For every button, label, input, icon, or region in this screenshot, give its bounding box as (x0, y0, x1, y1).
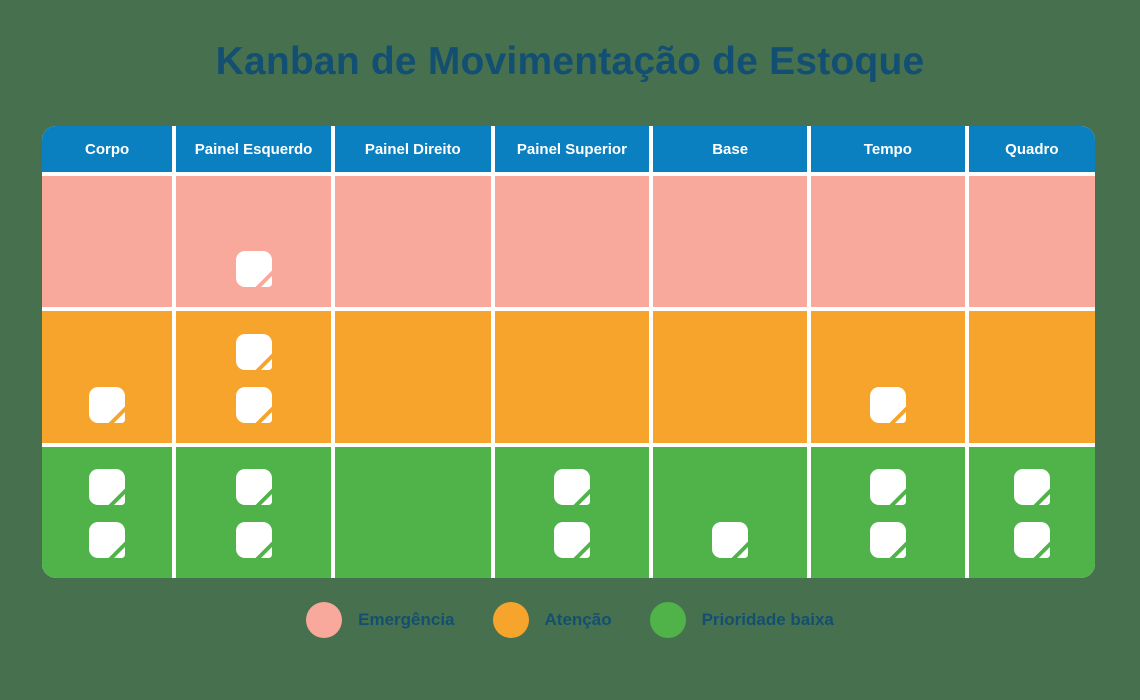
kanban-card-sticky-note-icon[interactable] (868, 467, 908, 507)
legend-label: Emergência (358, 610, 455, 629)
kanban-card-sticky-note-icon[interactable] (234, 467, 274, 507)
kanban-card-sticky-note-icon[interactable] (1012, 520, 1052, 560)
column-header-painel-direito: Painel Direito (334, 126, 491, 172)
kanban-card-sticky-note-icon[interactable] (234, 249, 274, 289)
cell-prioridade-baixa-base (653, 446, 807, 578)
column-header-quadro: Quadro (968, 126, 1095, 172)
cell-atencao-painel-esquerdo (176, 311, 331, 443)
kanban-card-sticky-note-icon[interactable] (87, 520, 127, 560)
column-header-painel-superior: Painel Superior (494, 126, 650, 172)
kanban-card-sticky-note-icon[interactable] (234, 332, 274, 372)
cell-prioridade-baixa-painel-esquerdo (176, 446, 331, 578)
legend-swatch-circle (492, 602, 529, 638)
legend-item-emergencia: Emergência (306, 602, 455, 638)
column-header-tempo: Tempo (810, 126, 965, 172)
kanban-card-sticky-note-icon[interactable] (552, 520, 592, 560)
cell-emergencia-base (653, 176, 807, 308)
cell-atencao-base (653, 311, 807, 443)
cell-emergencia-painel-esquerdo (176, 176, 331, 308)
page-title: Kanban de Movimentação de Estoque (215, 40, 925, 83)
kanban-card-sticky-note-icon[interactable] (552, 467, 592, 507)
cell-prioridade-baixa-painel-direito (334, 446, 491, 578)
kanban-card-sticky-note-icon[interactable] (868, 385, 908, 425)
cell-prioridade-baixa-painel-superior (494, 446, 650, 578)
cell-emergencia-quadro (968, 176, 1095, 308)
kanban-card-sticky-note-icon[interactable] (1012, 467, 1052, 507)
legend-label: Atenção (544, 610, 612, 629)
column-header-painel-esquerdo: Painel Esquerdo (176, 126, 331, 172)
kanban-board: Corpo Painel Esquerdo Painel Direito Painel… (42, 126, 1095, 578)
legend-item-atencao: Atenção (492, 602, 612, 638)
cell-prioridade-baixa-corpo (42, 446, 173, 578)
cell-emergencia-tempo (810, 176, 965, 308)
column-header-corpo: Corpo (42, 126, 173, 172)
cell-prioridade-baixa-quadro (968, 446, 1095, 578)
legend-swatch-circle (306, 602, 343, 638)
kanban-card-sticky-note-icon[interactable] (868, 520, 908, 560)
kanban-card-sticky-note-icon[interactable] (710, 520, 750, 560)
cell-atencao-corpo (42, 311, 173, 443)
column-header-base: Base (653, 126, 807, 172)
legend-swatch-circle (649, 602, 686, 638)
cell-atencao-painel-direito (334, 311, 491, 443)
kanban-card-sticky-note-icon[interactable] (87, 385, 127, 425)
cell-atencao-tempo (810, 311, 965, 443)
kanban-card-sticky-note-icon[interactable] (87, 467, 127, 507)
legend-item-prioridade-baixa: Prioridade baixa (649, 602, 834, 638)
cell-emergencia-corpo (42, 176, 173, 308)
kanban-card-sticky-note-icon[interactable] (234, 385, 274, 425)
kanban-card-sticky-note-icon[interactable] (234, 520, 274, 560)
cell-emergencia-painel-direito (334, 176, 491, 308)
legend: Emergência Atenção Prioridade baixa (0, 602, 1140, 638)
cell-emergencia-painel-superior (494, 176, 650, 308)
cell-atencao-painel-superior (494, 311, 650, 443)
cell-prioridade-baixa-tempo (810, 446, 965, 578)
legend-label: Prioridade baixa (701, 610, 834, 629)
cell-atencao-quadro (968, 311, 1095, 443)
